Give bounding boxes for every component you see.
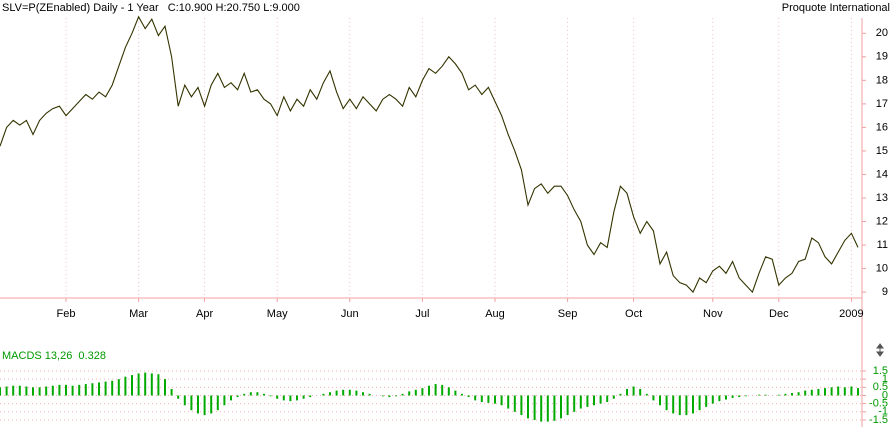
y-tick-label: 9 — [882, 286, 888, 298]
y-tick-label: 18 — [876, 74, 888, 86]
y-tick-label: 11 — [877, 239, 888, 251]
price-line — [0, 15, 859, 294]
y-tick-label: 0 — [882, 389, 888, 401]
y-tick-label: 15 — [876, 145, 888, 157]
x-tick-label: Oct — [625, 308, 642, 320]
x-tick-label: Mar — [129, 308, 148, 320]
x-tick-label: Apr — [196, 308, 213, 320]
y-tick-label: 0.5 — [873, 381, 888, 393]
x-tick-label: Jun — [341, 308, 359, 320]
source: Proquote International — [782, 2, 890, 14]
y-tick-label: 10 — [876, 262, 888, 274]
y-tick-label: -0.5 — [869, 398, 888, 410]
chart-title: SLV=P(ZEnabled) Daily - 1 Year C:10.900 … — [2, 2, 300, 14]
y-tick-label: 16 — [876, 121, 888, 133]
y-tick-label: 1 — [882, 373, 888, 385]
x-tick-label: Jul — [415, 308, 429, 320]
y-tick-label: 19 — [876, 51, 888, 63]
y-tick-label: 13 — [876, 192, 888, 204]
x-tick-label: Sep — [558, 308, 578, 320]
y-tick-label: 20 — [876, 27, 888, 39]
indicator-title: MACDS 13,26 0.328 — [2, 350, 106, 362]
y-tick-label: 1.5 — [873, 365, 888, 377]
x-tick-label: Dec — [769, 308, 789, 320]
y-tick-label: -1.5 — [869, 414, 888, 426]
y-tick-label: -1 — [878, 406, 888, 418]
y-tick-label: 14 — [876, 168, 888, 180]
x-tick-label: May — [267, 308, 288, 320]
x-tick-label: Nov — [703, 308, 723, 320]
resize-icon[interactable] — [876, 343, 884, 357]
y-tick-label: 12 — [876, 215, 888, 227]
x-tick-label: Feb — [57, 308, 76, 320]
x-tick-label: 2009 — [839, 308, 863, 320]
y-tick-label: 17 — [876, 98, 888, 110]
x-tick-label: Aug — [485, 308, 505, 320]
